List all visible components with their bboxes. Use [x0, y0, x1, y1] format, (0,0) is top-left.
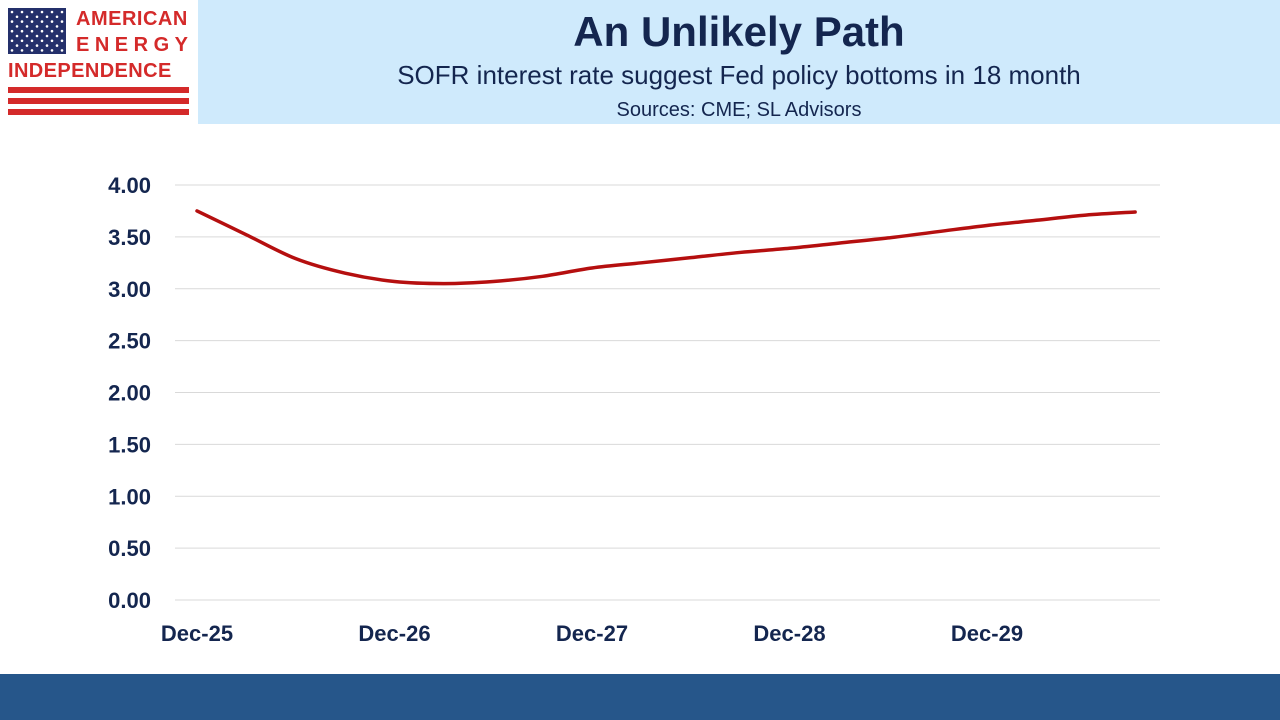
x-tick-label: Dec-26 [358, 621, 430, 646]
footer-bar [0, 674, 1280, 720]
y-tick-label: 1.00 [108, 484, 151, 509]
american-energy-independence-logo: AMERICAN ENERGY INDEPENDENCE [0, 0, 198, 124]
y-tick-label: 3.50 [108, 225, 151, 250]
logo-line-independence: INDEPENDENCE [8, 60, 172, 82]
page-subtitle: SOFR interest rate suggest Fed policy bo… [397, 60, 1081, 90]
x-tick-label: Dec-25 [161, 621, 233, 646]
y-tick-label: 4.00 [108, 173, 151, 198]
series-line-sofr [195, 209, 1137, 286]
x-tick-label: Dec-27 [556, 621, 628, 646]
y-tick-label: 1.50 [108, 432, 151, 457]
y-tick-label: 2.00 [108, 381, 151, 406]
x-tick-label: Dec-29 [951, 621, 1023, 646]
y-tick-label: 2.50 [108, 329, 151, 354]
x-tick-label: Dec-28 [753, 621, 825, 646]
flag-logo-graphic [8, 8, 189, 115]
y-tick-label: 0.50 [108, 536, 151, 561]
page-title: An Unlikely Path [573, 8, 905, 55]
sources-note: Sources: CME; SL Advisors [616, 99, 862, 121]
header-band [198, 0, 1280, 124]
logo-line-american: AMERICAN [76, 8, 188, 30]
y-tick-label: 0.00 [108, 588, 151, 613]
logo-line-energy: ENERGY [76, 34, 194, 56]
sofr-line-chart: 0.00 0.50 1.00 1.50 2.00 2.50 3.00 3.50 4.00 Dec-… [108, 173, 1160, 646]
y-tick-label: 3.00 [108, 277, 151, 302]
